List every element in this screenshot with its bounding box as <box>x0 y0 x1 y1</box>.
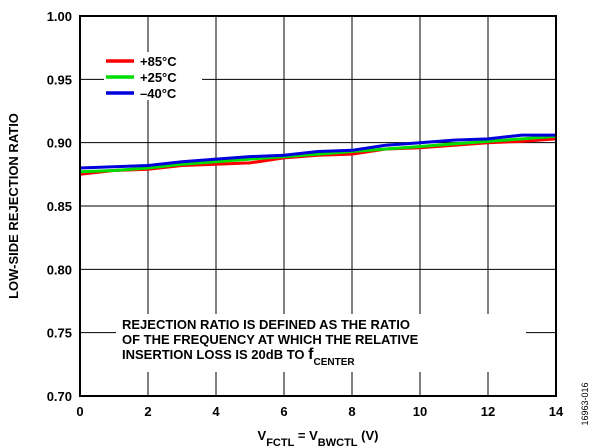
x-tick-label: 2 <box>144 404 151 419</box>
series-lines <box>79 133 557 176</box>
x-tick-label: 8 <box>348 404 355 419</box>
legend-bg <box>104 52 202 68</box>
subscript-text: FCTL <box>266 437 294 448</box>
x-tick-label: 0 <box>76 404 83 419</box>
legend-bg <box>104 68 202 84</box>
label-part: REJECTION RATIO IS DEFINED AS THE RATIO <box>122 317 410 332</box>
x-tick-label: 12 <box>481 404 495 419</box>
label-part: V <box>258 428 267 443</box>
x-tick-label: 10 <box>413 404 427 419</box>
y-tick-labels: 0.70 0.75 0.80 0.85 0.90 0.95 1.00 <box>47 9 72 404</box>
label-part: OF THE FREQUENCY AT WHICH THE RELATIVE <box>122 332 419 347</box>
label-part: INSERTION LOSS IS 20dB TO <box>122 347 308 362</box>
label-part: (V) <box>358 428 379 443</box>
x-tick-label: 6 <box>280 404 287 419</box>
plot-frame <box>79 15 557 397</box>
y-axis-label: LOW-SIDE REJECTION RATIO <box>6 113 21 299</box>
legend-label: –40°C <box>140 86 177 101</box>
y-tick-label: 0.85 <box>47 199 72 214</box>
subscript-text: BWCTL <box>318 437 358 448</box>
y-tick-label: 0.75 <box>47 326 72 341</box>
annotation-box: REJECTION RATIO IS DEFINED AS THE RATIOO… <box>116 314 526 372</box>
y-tick-label: 1.00 <box>47 9 72 24</box>
x-tick-labels: 0 2 4 6 8 10 12 14 <box>76 404 564 419</box>
annotation-line: REJECTION RATIO IS DEFINED AS THE RATIO <box>122 317 410 332</box>
annotation-bg <box>116 314 526 372</box>
series-line <box>79 134 557 174</box>
label-part: f <box>308 346 314 363</box>
annotation-line: INSERTION LOSS IS 20dB TO fCENTER <box>122 346 355 368</box>
y-tick-label: 0.95 <box>47 72 72 87</box>
figure-id: 16963-016 <box>580 382 590 425</box>
y-tick-label: 0.70 <box>47 389 72 404</box>
x-tick-label: 4 <box>212 404 220 419</box>
legend-label: +85°C <box>140 54 177 69</box>
subscript-text: CENTER <box>313 357 355 368</box>
label-part: = V <box>294 428 318 443</box>
y-tick-label: 0.90 <box>47 136 72 151</box>
x-tick-label: 14 <box>549 404 564 419</box>
series-line <box>79 133 556 170</box>
x-axis-label: VFCTL = VBWCTL (V) <box>258 428 379 448</box>
legend-label: +25°C <box>140 70 177 85</box>
legend: +85°C+25°C–40°C <box>104 52 202 101</box>
legend-bg <box>104 84 202 100</box>
y-tick-label: 0.80 <box>47 262 72 277</box>
annotation-line: OF THE FREQUENCY AT WHICH THE RELATIVE <box>122 332 419 347</box>
